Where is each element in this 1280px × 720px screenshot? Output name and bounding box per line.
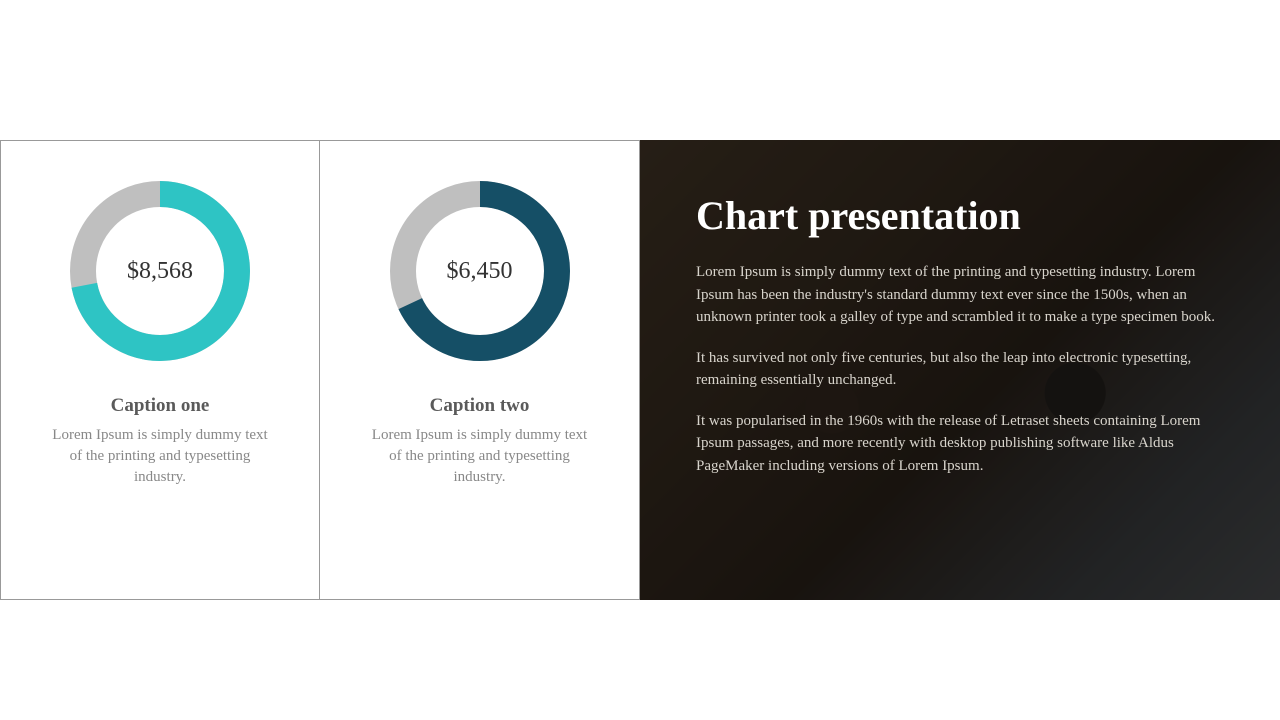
right-paragraph-1: Lorem Ipsum is simply dummy text of the …	[696, 261, 1220, 329]
donut-chart-1: $8,568	[60, 171, 260, 371]
donut-chart-2: $6,450	[380, 171, 580, 371]
right-paragraph-2: It has survived not only five centuries,…	[696, 347, 1220, 392]
chart-card-2: $6,450 Caption two Lorem Ipsum is simply…	[320, 140, 640, 600]
donut-value-1: $8,568	[60, 171, 260, 371]
right-content: Chart presentation Lorem Ipsum is simply…	[640, 140, 1280, 477]
slide: $8,568 Caption one Lorem Ipsum is simply…	[0, 140, 1280, 600]
right-paragraph-3: It was popularised in the 1960s with the…	[696, 410, 1220, 478]
caption-title-2: Caption two	[430, 395, 530, 417]
chart-card-1: $8,568 Caption one Lorem Ipsum is simply…	[0, 140, 320, 600]
right-title: Chart presentation	[696, 192, 1220, 239]
donut-value-2: $6,450	[380, 171, 580, 371]
caption-desc-2: Lorem Ipsum is simply dummy text of the …	[320, 425, 639, 488]
right-panel: Chart presentation Lorem Ipsum is simply…	[640, 140, 1280, 600]
caption-desc-1: Lorem Ipsum is simply dummy text of the …	[1, 425, 319, 488]
caption-title-1: Caption one	[111, 395, 210, 417]
